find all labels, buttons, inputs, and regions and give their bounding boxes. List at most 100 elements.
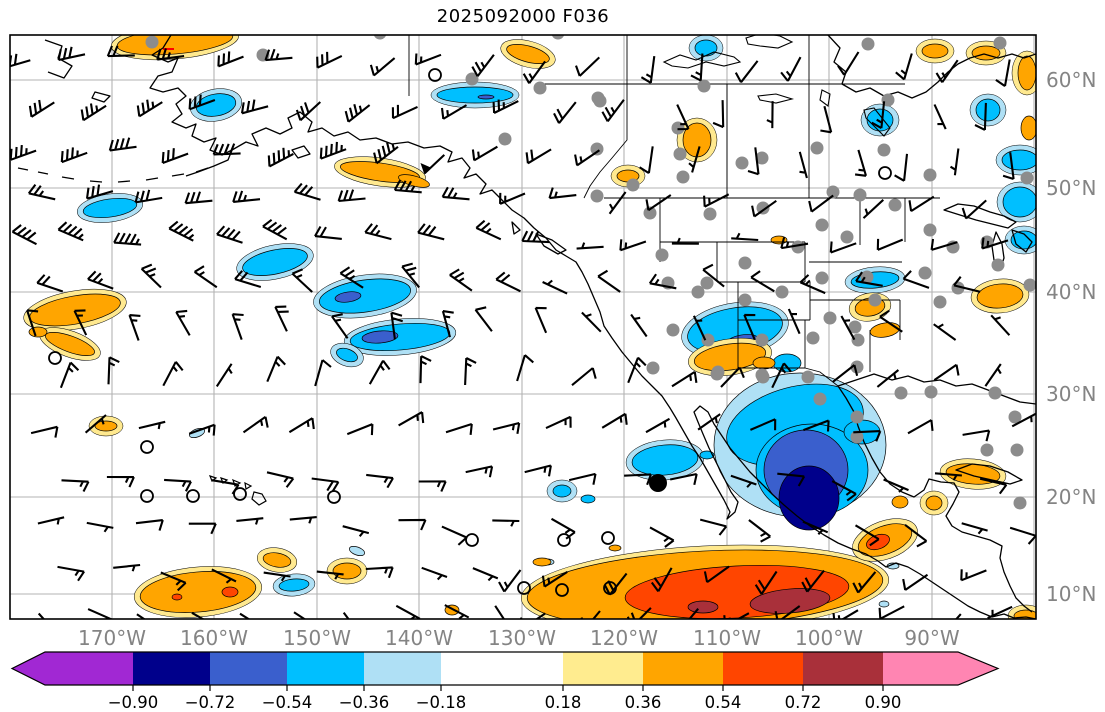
wind-barb	[852, 571, 877, 594]
coastline	[535, 233, 567, 255]
wind-barb	[161, 148, 189, 164]
wind-barb	[854, 524, 880, 547]
station-dot	[700, 276, 714, 290]
wind-barb	[398, 411, 425, 427]
anomaly-light	[349, 546, 365, 556]
wind-barb	[962, 429, 991, 442]
wind-barb	[749, 418, 777, 431]
station-dot	[877, 143, 891, 157]
calm-circle	[140, 489, 154, 503]
station-dot	[850, 360, 864, 374]
wind-barb	[895, 53, 913, 81]
wind-barb	[264, 48, 293, 62]
wind-barb	[522, 60, 546, 84]
station-dot	[924, 385, 938, 399]
wind-barb	[876, 369, 900, 388]
station-dot	[735, 156, 749, 170]
lake-outline	[819, 89, 831, 107]
anomaly-cyan	[195, 93, 237, 117]
station-dot	[933, 295, 947, 309]
station-dot	[738, 256, 752, 270]
wind-barb	[990, 314, 1011, 336]
station-markers	[48, 35, 1036, 597]
cyclone-marker	[649, 474, 667, 492]
wind-barb	[319, 141, 347, 160]
station-dot	[533, 81, 547, 95]
wind-barb	[331, 313, 349, 339]
wind-barb	[242, 415, 269, 434]
wind-barb	[542, 279, 568, 295]
colorbar-segment	[133, 652, 210, 685]
wind-barb	[61, 479, 90, 492]
colorbar-segment	[883, 652, 958, 685]
station-dot	[988, 386, 1002, 400]
anomaly-orange	[262, 552, 292, 568]
station-dot	[373, 35, 387, 40]
wind-barb	[627, 356, 647, 384]
wind-barb	[780, 237, 809, 250]
wind-barb	[339, 266, 364, 289]
wind-barb	[262, 218, 288, 241]
wind-barb	[140, 263, 162, 289]
anomaly-darkred	[687, 600, 719, 614]
wind-barb	[541, 571, 568, 588]
wind-barb	[581, 311, 602, 333]
wind-barb	[175, 309, 191, 336]
colorbar-segment	[364, 652, 441, 685]
coastline	[1011, 229, 1033, 253]
anomaly-cyan	[242, 248, 308, 276]
wind-barb	[571, 367, 597, 387]
anomaly-cyan	[278, 578, 310, 592]
station-dot	[551, 35, 565, 40]
wind-barb	[369, 57, 396, 77]
wind-barb	[106, 475, 135, 488]
wind-barb	[87, 270, 114, 290]
wind-barb	[871, 101, 886, 130]
wind-barb	[640, 55, 656, 84]
wind-barb	[748, 519, 771, 543]
anomaly-cyan	[1001, 149, 1036, 171]
anomaly-orange	[506, 44, 550, 64]
calm-circle	[428, 68, 442, 82]
wind-barb	[37, 612, 46, 619]
wind-barb	[27, 183, 56, 201]
anomaly-orange	[532, 557, 552, 567]
wind-barb	[168, 220, 195, 242]
wind-barb	[288, 417, 315, 434]
colorbar-segment	[287, 652, 364, 685]
lon-tick-label: 150°W	[283, 626, 351, 650]
wind-barb	[26, 309, 39, 337]
anomaly-orange	[770, 235, 788, 245]
wind-barb	[676, 104, 690, 131]
wind-barb	[1002, 152, 1015, 181]
wind-barb	[440, 104, 468, 120]
coastline	[17, 167, 209, 183]
wind-barb	[580, 610, 601, 619]
wind-barb	[862, 199, 885, 219]
wind-barb	[464, 357, 477, 386]
station-dot	[738, 293, 752, 307]
anomaly-cyan	[552, 484, 572, 498]
wind-barb	[780, 56, 802, 82]
calm-circle	[233, 487, 247, 501]
wind-barb	[236, 517, 264, 525]
wind-barb	[365, 566, 394, 579]
wind-barb	[212, 143, 241, 156]
coastline	[955, 463, 1023, 485]
wind-barb	[930, 238, 958, 251]
station-dot	[1023, 278, 1036, 292]
wind-barb	[492, 519, 520, 527]
wind-barb	[820, 105, 833, 134]
anomaly-cyan	[772, 353, 802, 373]
wind-barb	[650, 567, 673, 593]
station-dot	[823, 311, 837, 325]
wind-barb	[344, 104, 371, 123]
wind-barb	[160, 571, 187, 592]
wind-barb	[391, 104, 418, 120]
wind-barb	[902, 270, 930, 289]
wind-barb	[73, 309, 88, 336]
wind-barb	[498, 569, 522, 593]
wind-barb	[423, 154, 446, 175]
wind-barb	[853, 430, 882, 442]
wind-barb	[108, 137, 137, 152]
